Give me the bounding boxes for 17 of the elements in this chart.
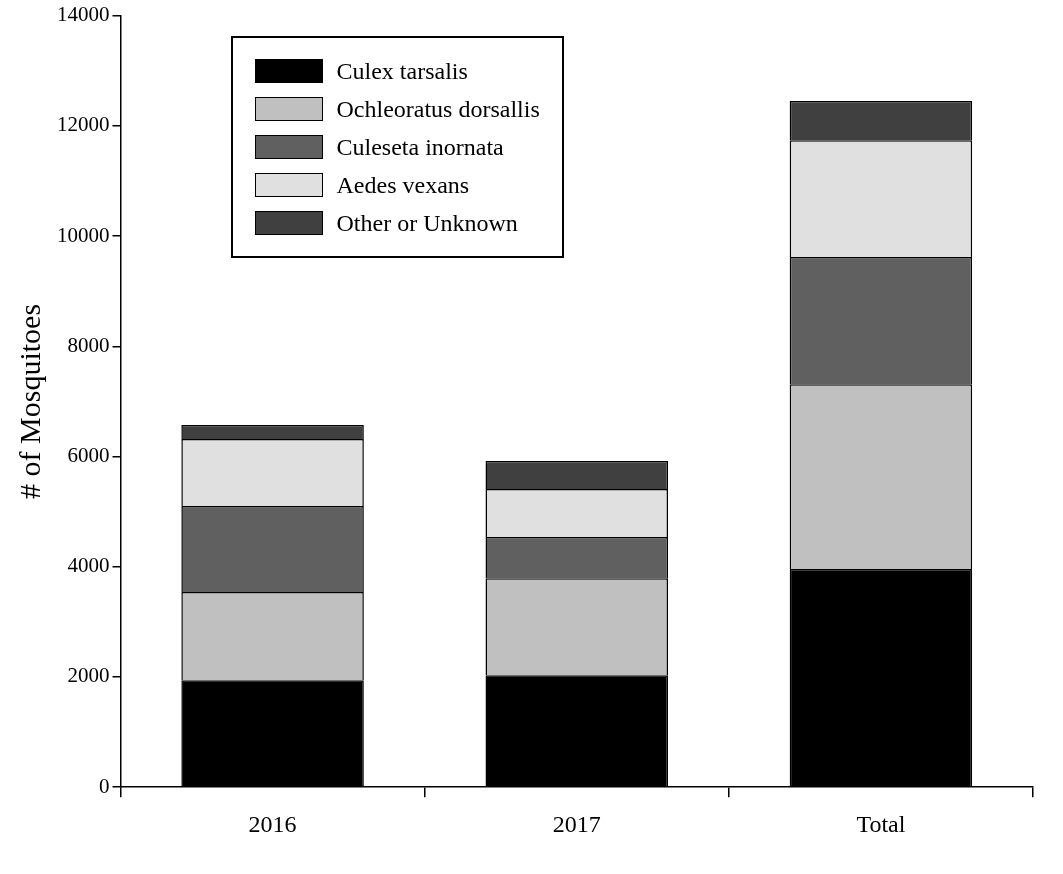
y-axis-title: # of Mosquitoes — [12, 303, 46, 499]
y-tick-label: 4000 — [67, 553, 110, 578]
x-tick-label: Total — [856, 810, 906, 837]
y-tick-label: 6000 — [67, 443, 110, 468]
y-tick-label: 8000 — [67, 332, 110, 357]
legend-label: Ochleoratus dorsallis — [336, 94, 540, 124]
y-tick-label: 10000 — [57, 222, 110, 247]
legend-label: Other or Unknown — [336, 208, 518, 238]
legend-label: Aedes vexans — [336, 170, 470, 200]
x-tick-label: 2017 — [552, 810, 601, 837]
y-tick-label: 12000 — [57, 112, 110, 137]
y-tick-label: 0 — [99, 773, 110, 798]
y-tick-label: 2000 — [67, 663, 110, 688]
legend-label: Culex tarsalis — [336, 56, 468, 86]
legend-label: Culeseta inornata — [336, 132, 504, 162]
y-tick-label: 14000 — [57, 2, 110, 27]
x-tick-label: 2016 — [248, 810, 297, 837]
